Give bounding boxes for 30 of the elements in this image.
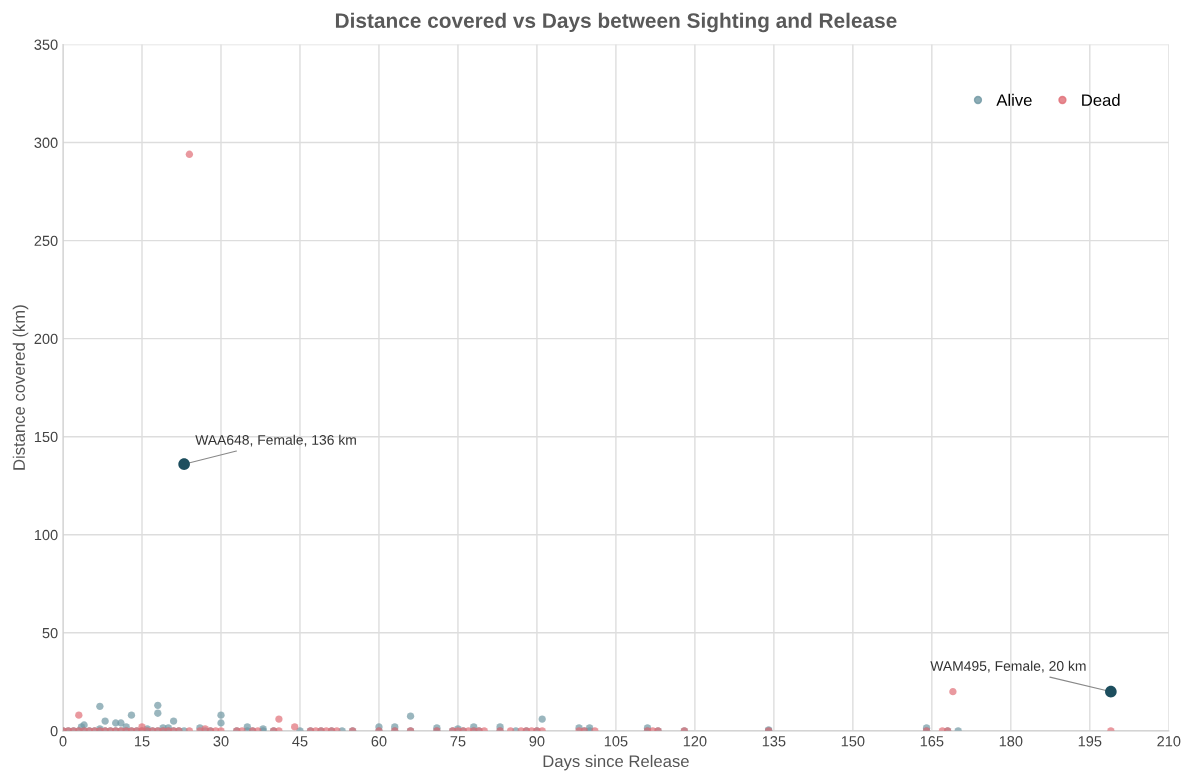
y-axis-title: Distance covered (km) xyxy=(12,305,29,470)
y-tick-label: 50 xyxy=(42,627,58,639)
x-tick-label: 135 xyxy=(762,736,786,747)
y-tick-label: 250 xyxy=(34,235,58,246)
x-tick-label: 210 xyxy=(1157,736,1181,747)
annotation: WAM495, Female, 20 km xyxy=(930,660,1086,673)
legend-label: Alive xyxy=(996,93,1032,107)
x-tick-label: 15 xyxy=(135,736,150,747)
y-tick-label: 100 xyxy=(34,529,58,541)
y-tick-label: 350 xyxy=(34,39,58,50)
x-tick-label: 30 xyxy=(213,736,229,747)
x-tick-label: 75 xyxy=(450,736,466,747)
y-tick-label: 300 xyxy=(34,137,58,148)
legend-label: Dead xyxy=(1082,93,1120,107)
x-axis-title: Days since Release xyxy=(543,754,689,771)
annotation: WAA648, Female, 136 km xyxy=(195,434,356,447)
x-tick-label: 180 xyxy=(999,736,1023,747)
x-tick-label: 165 xyxy=(920,736,944,747)
x-tick-label: 0 xyxy=(59,736,67,747)
y-tick-label: 0 xyxy=(50,725,58,737)
x-tick-label: 150 xyxy=(841,736,865,747)
chart-title: Distance covered vs Days between Sighting and Release xyxy=(335,12,897,33)
y-tick-label: 200 xyxy=(34,333,58,345)
y-tick-label: 150 xyxy=(34,431,58,443)
x-tick-label: 120 xyxy=(683,736,707,747)
x-tick-label: 105 xyxy=(604,736,628,747)
x-tick-label: 45 xyxy=(292,736,308,747)
x-tick-label: 195 xyxy=(1078,736,1102,747)
x-tick-label: 90 xyxy=(529,736,545,747)
x-tick-label: 60 xyxy=(371,736,387,747)
